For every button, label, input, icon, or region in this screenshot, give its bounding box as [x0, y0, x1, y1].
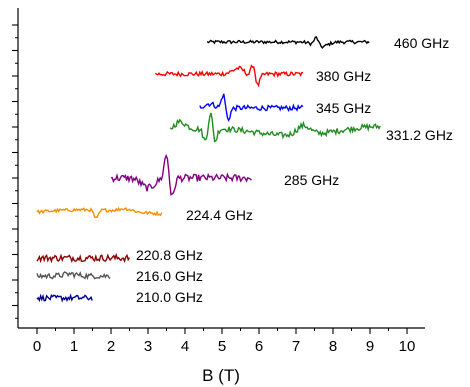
x-tick-label: 9	[366, 338, 374, 355]
trace-label: 210.0 GHz	[136, 289, 203, 305]
trace-label: 216.0 GHz	[136, 268, 203, 284]
x-tick-label: 6	[255, 338, 263, 355]
trace-line	[36, 271, 111, 281]
x-axis-title: B (T)	[202, 366, 240, 385]
trace-label: 220.8 GHz	[136, 247, 203, 263]
x-tick-label: 10	[399, 338, 416, 355]
trace-line	[36, 293, 93, 303]
trace-labels: 460 GHz 380 GHz 345 GHz 331.2 GHz 285 GHz 224…	[136, 35, 453, 305]
spectra-traces	[36, 36, 381, 303]
x-tick-label: 2	[107, 338, 115, 355]
axes: 0 1 2 3 4 5 6 7 8 9 10	[12, 8, 425, 355]
x-tick-label: 1	[70, 338, 78, 355]
x-tick-label: 8	[329, 338, 337, 355]
x-tick-label: 5	[218, 338, 226, 355]
trace-label: 460 GHz	[394, 35, 449, 51]
trace-label: 380 GHz	[316, 68, 371, 84]
trace-label: 331.2 GHz	[386, 127, 453, 143]
trace-line	[206, 36, 370, 49]
trace-line	[36, 206, 163, 219]
trace-line	[36, 252, 131, 264]
trace-line	[169, 112, 381, 143]
trace-label: 345 GHz	[316, 100, 371, 116]
x-tick-label: 7	[292, 338, 300, 355]
x-tick-label: 3	[144, 338, 152, 355]
x-tick-label: 0	[33, 338, 41, 355]
trace-line	[110, 153, 252, 196]
trace-label: 224.4 GHz	[186, 207, 253, 223]
trace-line	[154, 64, 303, 88]
trace-label: 285 GHz	[284, 172, 339, 188]
trace-line	[199, 93, 304, 122]
x-tick-label: 4	[181, 338, 189, 355]
